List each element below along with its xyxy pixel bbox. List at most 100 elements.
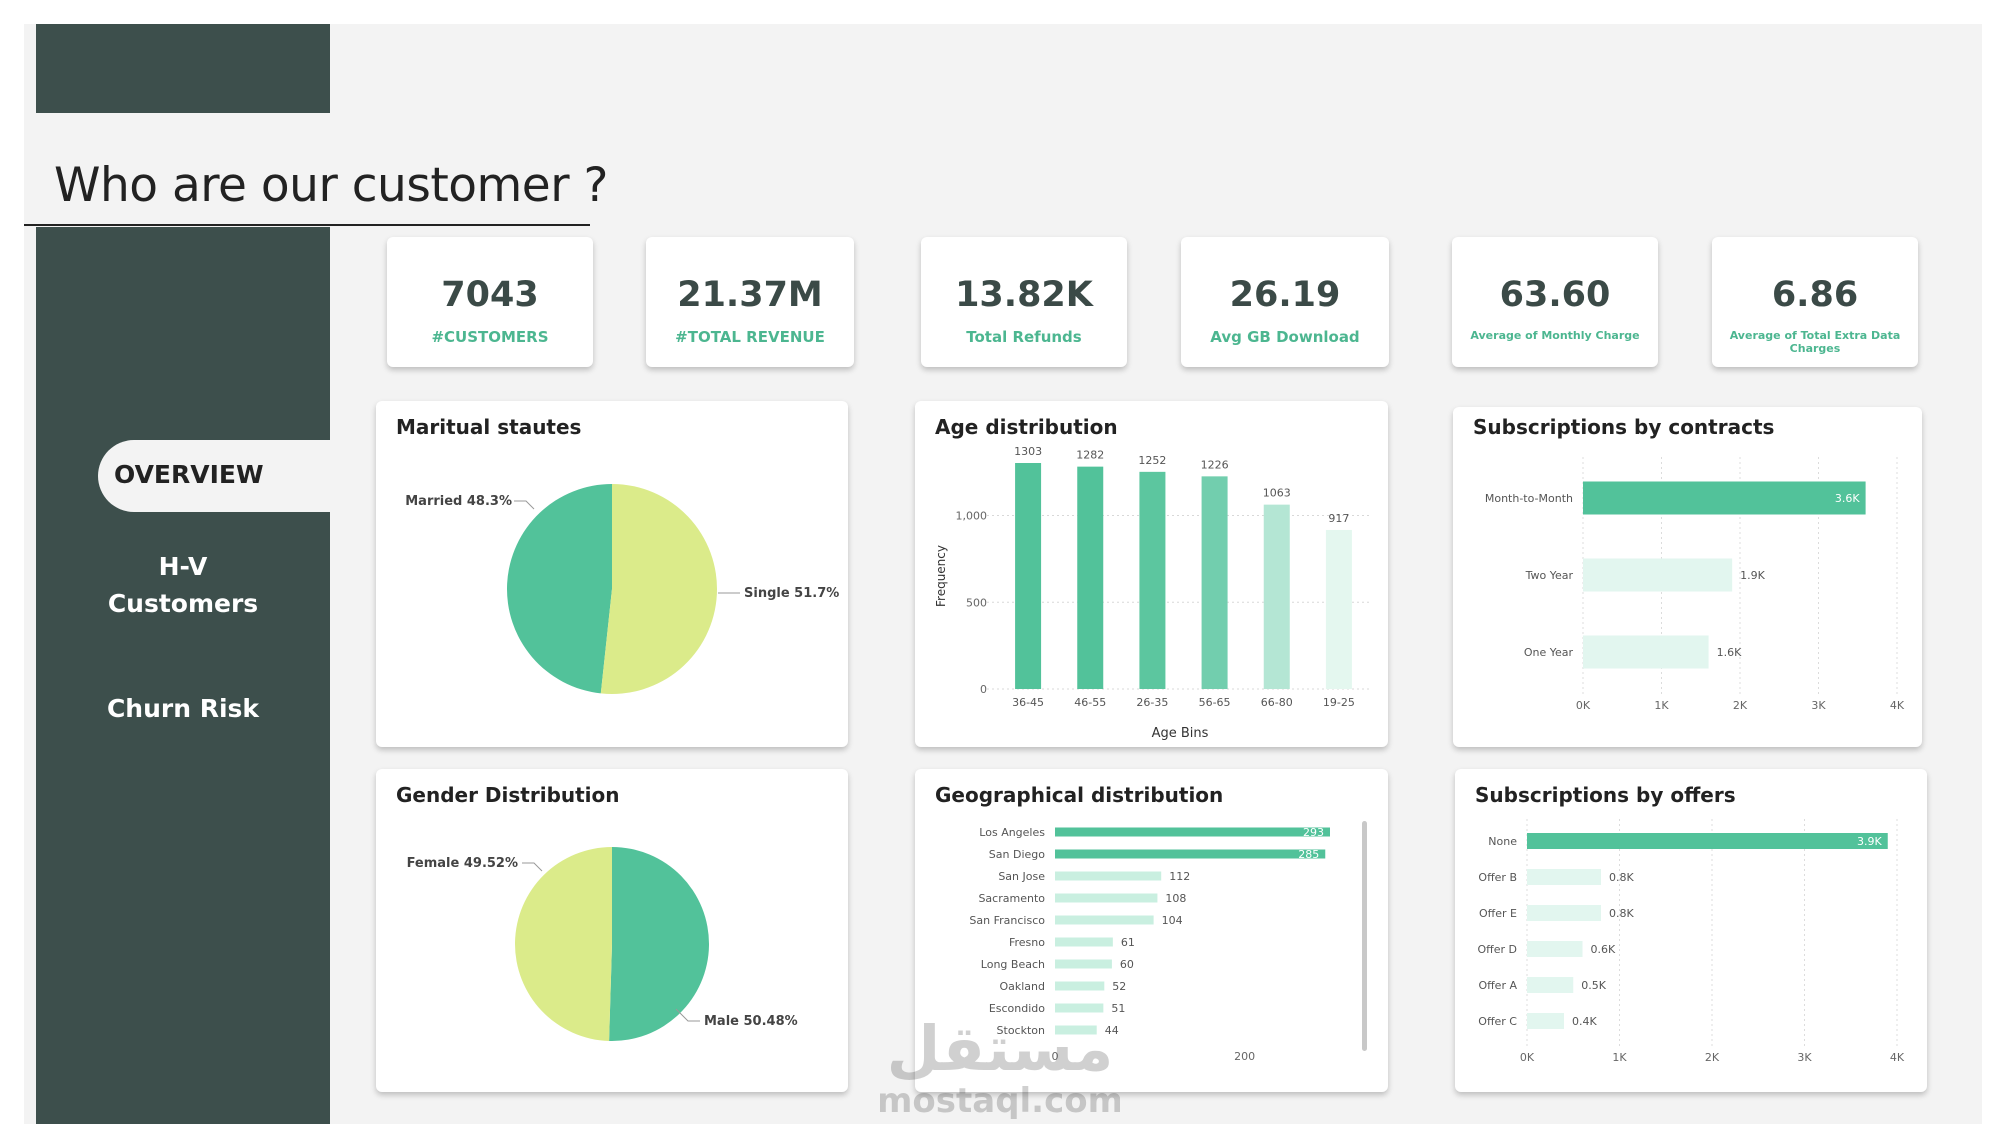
- hbar-oakland: [1055, 981, 1105, 991]
- hbar-category-label: San Diego: [989, 848, 1045, 861]
- age-category-label: 66-80: [1261, 696, 1293, 709]
- hbar-value-label: 0.8K: [1609, 871, 1634, 884]
- gender-distribution-title: Gender Distribution: [396, 783, 620, 807]
- pie-leader-male: [675, 1008, 700, 1022]
- pie-leader-married: [514, 500, 535, 510]
- nav-hv-line1: H-V: [158, 552, 208, 581]
- kpi-customers: 7043 #CUSTOMERS: [387, 237, 593, 367]
- age-value-label: 1303: [1014, 445, 1042, 458]
- pie-label-female: Female 49.52%: [407, 856, 518, 871]
- age-value-label: 917: [1328, 512, 1349, 525]
- hbar-value-label: 0.8K: [1609, 907, 1634, 920]
- hbar-long-beach: [1055, 959, 1112, 969]
- age-ytick: 1,000: [956, 510, 988, 523]
- hbar-xtick: 3K: [1797, 1051, 1812, 1064]
- hbar-value-label: 61: [1121, 936, 1135, 949]
- hbar-category-label: Offer D: [1478, 943, 1518, 956]
- contracts-chart: 0K 1K 2K 3K 4K Month-to-Month 3.6K Two Year 1.9K…: [1485, 457, 1905, 712]
- nav-item-churn-risk[interactable]: Churn Risk: [106, 694, 260, 723]
- offers-title: Subscriptions by offers: [1475, 783, 1736, 807]
- hbar-category-label: Two Year: [1525, 569, 1574, 582]
- hbar-offer-a: [1527, 977, 1574, 993]
- nav-item-overview[interactable]: OVERVIEW: [98, 440, 330, 512]
- hbar-xtick: 1K: [1612, 1051, 1627, 1064]
- page-title: Who are our customer ?: [54, 158, 608, 213]
- hbar-category-label: Los Angeles: [979, 826, 1045, 839]
- age-category-label: 26-35: [1136, 696, 1168, 709]
- kpi-total-revenue-label: #TOTAL REVENUE: [675, 328, 825, 346]
- age-bar-46-55: [1077, 466, 1104, 689]
- geographical-distribution-title: Geographical distribution: [935, 783, 1224, 807]
- nav-hv-line2: Customers: [107, 589, 259, 618]
- kpi-avg-extra-data-charges-label: Average of Total Extra Data Charges: [1729, 329, 1901, 355]
- age-value-label: 1282: [1076, 449, 1104, 462]
- age-bar-26-35: [1139, 471, 1166, 689]
- hbar-category-label: Offer A: [1478, 979, 1517, 992]
- hbar-value-label: 60: [1120, 958, 1134, 971]
- kpi-total-refunds-value: 13.82K: [955, 275, 1093, 315]
- hbar-value-label: 0.4K: [1572, 1015, 1597, 1028]
- hbar-value-label: 285: [1298, 848, 1319, 861]
- offers-card: Subscriptions by offers 0K 1K 2K 3K 4K None 3.…: [1455, 769, 1927, 1092]
- age-distribution-card: Age distribution 0 500 1,000 1303 36-45 1282 4…: [915, 401, 1388, 747]
- hbar-none: [1527, 833, 1888, 849]
- hbar-value-label: 0.6K: [1591, 943, 1616, 956]
- kpi-customers-label: #CUSTOMERS: [431, 328, 549, 346]
- hbar-xtick: 4K: [1890, 699, 1905, 712]
- hbar-category-label: San Jose: [998, 870, 1045, 883]
- hbar-category-label: Sacramento: [978, 892, 1045, 905]
- hbar-xtick: 1K: [1654, 699, 1669, 712]
- age-category-label: 36-45: [1012, 696, 1044, 709]
- age-category-label: 56-65: [1199, 696, 1231, 709]
- hbar-offer-d: [1527, 941, 1583, 957]
- hbar-value-label: 44: [1105, 1024, 1119, 1037]
- geographical-distribution-chart: 0 200 Los Angeles 293 San Diego 285 San Jose 11…: [969, 826, 1330, 1063]
- pie-slice-male: [609, 847, 709, 1041]
- hbar-xtick: 0K: [1520, 1051, 1535, 1064]
- hbar-value-label: 293: [1303, 826, 1324, 839]
- nav-item-hv-customers[interactable]: H-V Customers: [36, 548, 330, 622]
- gender-distribution-chart: Male 50.48% Female 49.52%: [407, 847, 798, 1041]
- pie-slice-single: [600, 484, 717, 694]
- pie-label-married: Married 48.3%: [405, 494, 512, 509]
- hbar-offer-b: [1527, 869, 1601, 885]
- kpi-total-refunds-label: Total Refunds: [966, 328, 1082, 346]
- hbar-xtick: 0K: [1576, 699, 1591, 712]
- hbar-escondido: [1055, 1003, 1104, 1013]
- marital-status-card: Maritual stautes Married 48.3% Single 51.…: [376, 401, 848, 747]
- age-distribution-chart: 0 500 1,000 1303 36-45 1282 46-55 1252 26-35 1226…: [934, 445, 1370, 741]
- kpi-avg-gb-download: 26.19 Avg GB Download: [1181, 237, 1389, 367]
- hbar-value-label: 0.5K: [1581, 979, 1606, 992]
- title-underline: [24, 224, 590, 226]
- hbar-value-label: 1.9K: [1740, 569, 1765, 582]
- hbar-san-jose: [1055, 871, 1162, 881]
- hbar-value-label: 3.9K: [1857, 835, 1882, 848]
- hbar-category-label: San Francisco: [969, 914, 1045, 927]
- contracts-title: Subscriptions by contracts: [1473, 415, 1775, 439]
- hbar-value-label: 3.6K: [1835, 492, 1860, 505]
- marital-status-chart: Married 48.3% Single 51.7%: [405, 484, 839, 694]
- age-bar-36-45: [1015, 463, 1042, 689]
- kpi-avg-extra-data-charges-value: 6.86: [1771, 275, 1859, 315]
- age-bar-66-80: [1263, 504, 1290, 689]
- geo-scrollbar[interactable]: [1362, 821, 1367, 1051]
- hbar-value-label: 104: [1162, 914, 1183, 927]
- offers-chart: 0K 1K 2K 3K 4K None 3.9K Offer B 0.8K Offer E 0.8K…: [1478, 819, 1905, 1064]
- pie-label-single: Single 51.7%: [744, 586, 839, 601]
- age-category-label: 19-25: [1323, 696, 1355, 709]
- age-ytick: 0: [980, 683, 987, 696]
- hbar-offer-c: [1527, 1013, 1564, 1029]
- hbar-san-francisco: [1055, 915, 1154, 925]
- kpi-total-refunds: 13.82K Total Refunds: [921, 237, 1127, 367]
- hbar-fresno: [1055, 937, 1113, 947]
- age-value-label: 1226: [1201, 458, 1229, 471]
- hbar-xtick: 3K: [1811, 699, 1826, 712]
- pie-slice-female: [514, 847, 612, 1041]
- age-distribution-title: Age distribution: [935, 415, 1118, 439]
- hbar-category-label: Offer C: [1478, 1015, 1517, 1028]
- kpi-avg-extra-data-charges: 6.86 Average of Total Extra Data Charges: [1712, 237, 1918, 367]
- hbar-xtick: 4K: [1890, 1051, 1905, 1064]
- kpi-avg-monthly-charge-label: Average of Monthly Charge: [1470, 329, 1640, 342]
- nav-overview-label: OVERVIEW: [114, 460, 264, 489]
- age-category-label: 46-55: [1074, 696, 1106, 709]
